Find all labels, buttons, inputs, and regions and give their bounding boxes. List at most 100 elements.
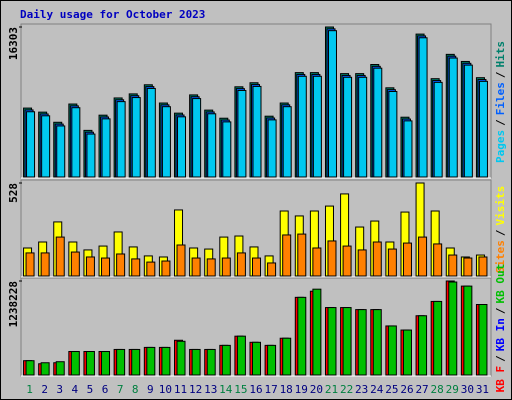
bar bbox=[71, 107, 81, 178]
bar bbox=[207, 113, 217, 178]
bar bbox=[327, 30, 337, 178]
bar bbox=[161, 260, 171, 277]
legend-entry: Visits bbox=[494, 186, 507, 226]
bar bbox=[327, 240, 337, 277]
bar bbox=[176, 340, 186, 376]
x-tick-label: 23 bbox=[355, 383, 368, 396]
bar bbox=[116, 101, 126, 178]
bar bbox=[282, 106, 292, 178]
bar bbox=[86, 133, 96, 178]
bar bbox=[463, 257, 473, 277]
legend-separator: / bbox=[494, 355, 507, 362]
bar bbox=[70, 251, 80, 277]
legend-entry: Sites bbox=[494, 240, 507, 273]
bar bbox=[433, 243, 443, 277]
x-tick-label: 4 bbox=[72, 383, 79, 396]
bar bbox=[146, 261, 156, 277]
x-tick-label: 12 bbox=[189, 383, 202, 396]
bar bbox=[478, 256, 488, 277]
bar bbox=[70, 351, 80, 376]
legend: Sites / Visits bbox=[494, 186, 507, 274]
x-tick-label: 30 bbox=[461, 383, 474, 396]
bar bbox=[358, 76, 368, 178]
x-tick-label: 8 bbox=[132, 383, 139, 396]
x-tick-label: 5 bbox=[87, 383, 94, 396]
bar bbox=[402, 329, 412, 376]
x-tick-label: 27 bbox=[415, 383, 428, 396]
bar bbox=[267, 119, 277, 178]
bar bbox=[161, 106, 171, 178]
x-tick-label: 14 bbox=[219, 383, 233, 396]
bar bbox=[402, 242, 412, 277]
bar bbox=[146, 346, 156, 376]
bar bbox=[191, 257, 201, 277]
legend-entry: KB In bbox=[494, 318, 507, 351]
legend-entry: Hits bbox=[494, 41, 507, 68]
bar bbox=[387, 325, 397, 376]
bar bbox=[146, 87, 156, 178]
bar bbox=[342, 245, 352, 277]
bar bbox=[131, 97, 141, 178]
bar bbox=[463, 64, 473, 178]
bar bbox=[448, 57, 458, 178]
y-tick-label: 1238228 bbox=[7, 281, 20, 327]
bar bbox=[236, 335, 246, 376]
legend: Pages / Files / Hits bbox=[494, 41, 507, 163]
bar bbox=[357, 249, 367, 277]
bar bbox=[56, 125, 66, 178]
legend: KB F / KB In / KB Out bbox=[494, 264, 507, 393]
bar bbox=[433, 300, 443, 376]
bar bbox=[131, 258, 141, 277]
bar bbox=[388, 90, 398, 178]
legend-entry: KB Out bbox=[494, 264, 507, 304]
bar bbox=[252, 341, 261, 376]
x-tick-label: 20 bbox=[310, 383, 323, 396]
bar bbox=[478, 304, 488, 376]
x-tick-label: 21 bbox=[325, 383, 338, 396]
bar bbox=[191, 348, 201, 376]
x-tick-label: 22 bbox=[340, 383, 353, 396]
bar bbox=[418, 37, 428, 178]
bar bbox=[101, 351, 111, 376]
x-tick-label: 1 bbox=[26, 383, 33, 396]
bar bbox=[478, 80, 488, 178]
x-tick-label: 11 bbox=[174, 383, 187, 396]
bar bbox=[403, 120, 413, 178]
bar bbox=[372, 309, 382, 376]
legend-separator: / bbox=[494, 229, 507, 236]
x-tick-label: 25 bbox=[385, 383, 398, 396]
bar bbox=[297, 75, 307, 178]
bar bbox=[177, 116, 187, 178]
bar bbox=[448, 254, 458, 277]
x-tick-label: 3 bbox=[56, 383, 63, 396]
x-tick-label: 31 bbox=[476, 383, 489, 396]
bar bbox=[297, 233, 307, 277]
bar bbox=[41, 115, 51, 178]
bar bbox=[357, 309, 367, 376]
bar bbox=[221, 344, 231, 376]
bar bbox=[206, 348, 216, 376]
bar bbox=[222, 121, 232, 178]
x-tick-label: 17 bbox=[264, 383, 277, 396]
bar bbox=[192, 98, 202, 178]
x-tick-label: 7 bbox=[117, 383, 124, 396]
bar bbox=[312, 75, 322, 178]
bar bbox=[206, 258, 216, 277]
bar bbox=[342, 307, 352, 376]
x-tick-label: 16 bbox=[249, 383, 262, 396]
bar bbox=[297, 296, 307, 376]
bar bbox=[55, 236, 65, 277]
bar bbox=[463, 285, 473, 376]
bar bbox=[252, 257, 261, 277]
bar bbox=[85, 351, 95, 376]
bar bbox=[55, 361, 65, 376]
legend-separator: / bbox=[494, 307, 507, 314]
bar bbox=[25, 360, 35, 376]
x-tick-label: 18 bbox=[280, 383, 293, 396]
bar bbox=[312, 288, 322, 376]
bar bbox=[221, 257, 231, 277]
chart-title: Daily usage for October 2023 bbox=[20, 8, 205, 21]
x-tick-label: 2 bbox=[41, 383, 48, 396]
legend-separator: / bbox=[494, 119, 507, 126]
